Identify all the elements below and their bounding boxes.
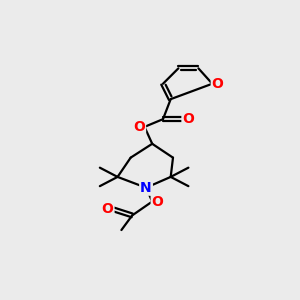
Text: O: O: [212, 77, 224, 91]
Text: O: O: [102, 202, 113, 216]
Text: O: O: [152, 195, 164, 208]
Text: O: O: [182, 112, 194, 126]
Text: O: O: [133, 120, 145, 134]
Text: N: N: [140, 181, 152, 195]
